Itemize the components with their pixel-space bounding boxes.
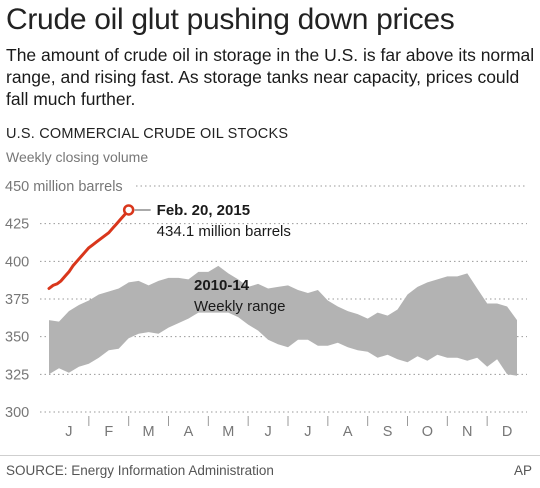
x-tick-label: M — [222, 424, 234, 440]
page-subtitle: The amount of crude oil in storage in th… — [6, 45, 535, 109]
crude-oil-stocks-chart: 450 million barrels 425 400 375 350 325 300 201… — [5, 179, 527, 440]
range-band-area — [49, 265, 517, 376]
x-tick-label: F — [104, 424, 113, 440]
credit-label: AP — [513, 463, 532, 478]
y-tick-label: 400 — [5, 254, 29, 270]
x-tick-label: A — [343, 424, 353, 440]
range-band-label: 2010-14 — [194, 277, 250, 294]
y-tick-label: 350 — [5, 330, 29, 346]
range-band-sublabel: Weekly range — [194, 298, 285, 315]
source-note: SOURCE: Energy Information Administratio… — [6, 463, 274, 478]
series-line-2015 — [47, 208, 131, 290]
x-tick-label: A — [184, 424, 194, 440]
x-tick-label: J — [65, 424, 72, 440]
footer-divider — [0, 455, 540, 456]
chart-title: U.S. COMMERCIAL CRUDE OIL STOCKS — [6, 126, 289, 142]
x-tick-label: J — [304, 424, 311, 440]
x-tick-label: J — [264, 424, 271, 440]
x-tick-label: S — [383, 424, 393, 440]
y-tick-label: 375 — [5, 292, 29, 308]
y-tick-label: 300 — [5, 405, 29, 421]
x-tick-label: M — [143, 424, 155, 440]
last-point-marker — [122, 204, 135, 216]
y-tick-label: 325 — [5, 367, 29, 383]
x-tick-label: O — [422, 424, 433, 440]
annotation-value: 434.1 million barrels — [157, 223, 291, 240]
x-tick-label: D — [502, 424, 512, 440]
x-tick-label: N — [462, 424, 472, 440]
y-tick-label: 425 — [5, 217, 29, 233]
chart-subtitle: Weekly closing volume — [6, 149, 149, 165]
page-title: Crude oil glut pushing down prices — [6, 3, 455, 36]
annotation-date: Feb. 20, 2015 — [157, 202, 250, 219]
y-tick-label: 450 million barrels — [5, 179, 123, 195]
